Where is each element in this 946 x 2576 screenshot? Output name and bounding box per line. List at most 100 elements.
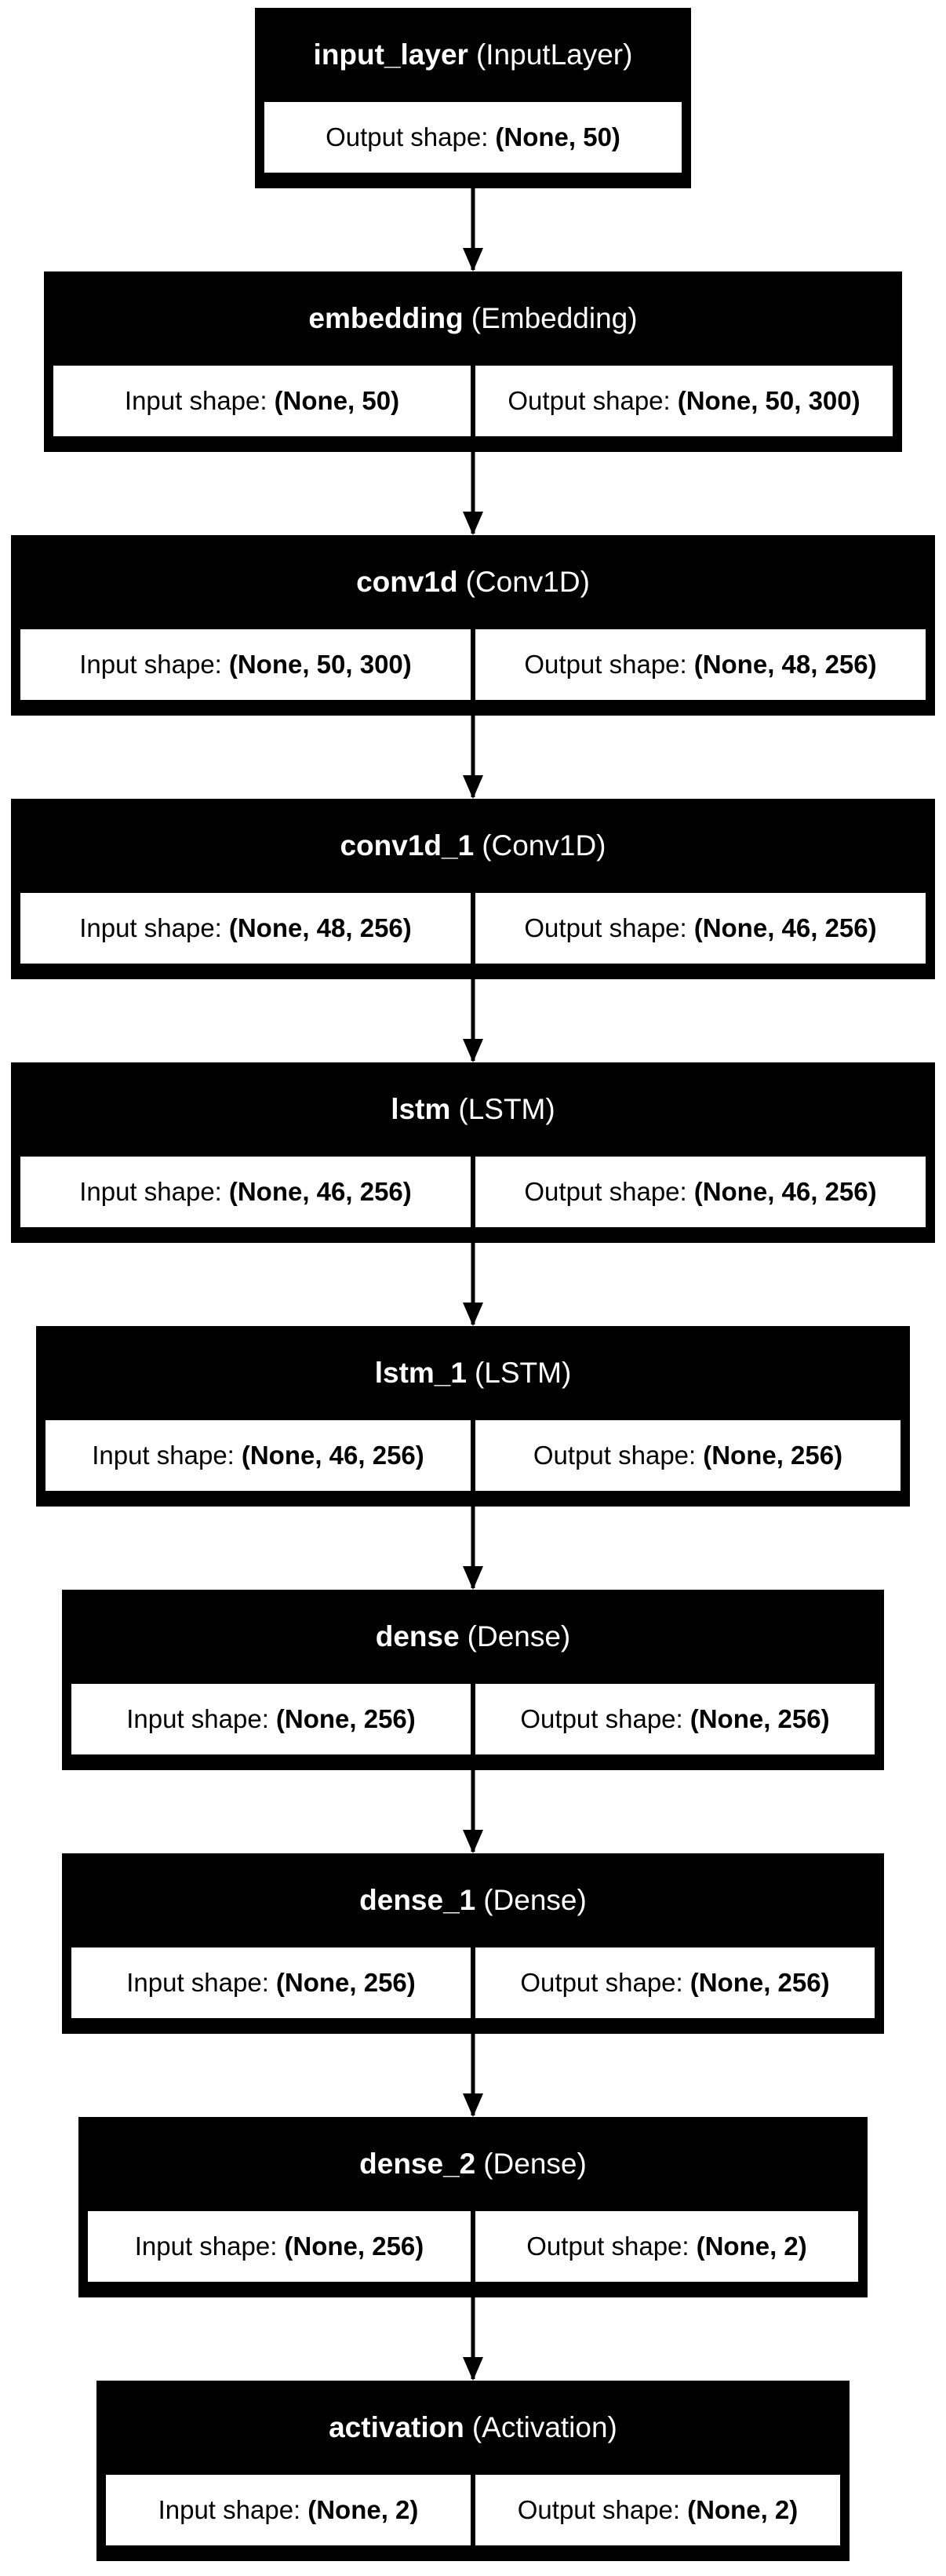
layer-header: lstm (LSTM) [16,1067,930,1152]
output-shape-label: Output shape: [524,650,687,679]
output-shape-value: (None, 50, 300) [677,386,860,415]
layer-name: conv1d_1 [340,829,475,862]
input-shape-cell: Input shape: (None, 46, 256) [20,1157,471,1227]
layer-type: (Conv1D) [482,829,606,862]
layer-shapes: Input shape: (None, 256) Output shape: (Non… [83,2206,863,2286]
output-shape-cell: Output shape: (None, 50, 300) [475,366,893,436]
layer-header: conv1d_1 (Conv1D) [16,803,930,888]
input-shape-cell: Input shape: (None, 50, 300) [20,629,471,700]
input-shape-value: (None, 46, 256) [228,1177,412,1206]
layer-name: lstm_1 [374,1357,467,1389]
arrowhead-icon [463,248,483,271]
layer-header: dense_2 (Dense) [83,2122,863,2206]
layer-shapes: Input shape: (None, 256) Output shape: (Non… [67,1679,879,1759]
layer-type: (Dense) [483,2148,587,2180]
output-shape-label: Output shape: [524,1177,687,1206]
layer-node-conv1d_1: conv1d_1 (Conv1D) Input shape: (None, 48, 2… [11,799,935,979]
arrowhead-icon [463,512,483,535]
output-shape-cell: Output shape: (None, 2) [475,2475,840,2545]
layer-node-dense: dense (Dense) Input shape: (None, 256) Outpu… [62,1590,884,1770]
input-shape-label: Input shape: [79,1177,222,1206]
output-shape-label: Output shape: [533,1441,697,1470]
arrowhead-icon [463,2093,483,2117]
layer-name: dense [375,1620,460,1652]
arrowhead-icon [463,1039,483,1062]
layer-header: activation (Activation) [101,2385,845,2470]
output-shape-value: (None, 46, 256) [693,913,877,942]
output-shape-cell: Output shape: (None, 46, 256) [475,1157,926,1227]
arrowhead-icon [463,2357,483,2381]
arrowhead-icon [463,1303,483,1326]
input-shape-label: Input shape: [126,1704,269,1733]
output-shape-cell: Output shape: (None, 50) [264,102,682,173]
layer-node-activation: activation (Activation) Input shape: (None,… [96,2381,850,2561]
input-shape-value: (None, 48, 256) [228,913,412,942]
layer-header: dense_1 (Dense) [67,1858,879,1943]
output-shape-label: Output shape: [526,2232,689,2261]
output-shape-value: (None, 256) [689,1968,830,1997]
layer-shapes: Input shape: (None, 46, 256) Output shape:… [16,1152,930,1232]
layer-node-input_layer: input_layer (InputLayer) Output shape: (Non… [255,8,691,188]
layer-node-conv1d: conv1d (Conv1D) Input shape: (None, 50, 300… [11,535,935,716]
input-shape-cell: Input shape: (None, 2) [106,2475,471,2545]
layer-shapes: Input shape: (None, 46, 256) Output shape:… [41,1416,905,1496]
output-shape-value: (None, 50) [495,122,620,151]
layer-type: (Conv1D) [465,566,590,598]
output-shape-label: Output shape: [326,122,489,151]
layer-node-dense_2: dense_2 (Dense) Input shape: (None, 256) Out… [78,2117,868,2297]
layer-type: (InputLayer) [475,38,633,71]
output-shape-value: (None, 48, 256) [693,650,877,679]
output-shape-label: Output shape: [517,2495,681,2524]
output-shape-value: (None, 256) [689,1704,830,1733]
input-shape-value: (None, 50, 300) [228,650,412,679]
layer-name: embedding [308,302,464,334]
output-shape-value: (None, 2) [687,2495,799,2524]
input-shape-value: (None, 2) [307,2495,419,2524]
layer-node-lstm_1: lstm_1 (LSTM) Input shape: (None, 46, 256) O… [36,1326,910,1507]
layer-name: input_layer [313,38,468,71]
input-shape-label: Input shape: [92,1441,235,1470]
input-shape-value: (None, 256) [275,1704,416,1733]
layer-shapes: Input shape: (None, 256) Output shape: (Non… [67,1943,879,2023]
input-shape-value: (None, 50) [274,386,400,415]
arrowhead-icon [463,775,483,799]
input-shape-label: Input shape: [126,1968,269,1997]
input-shape-value: (None, 256) [275,1968,416,1997]
layer-shapes: Input shape: (None, 2) Output shape: (None,… [101,2470,845,2550]
input-shape-label: Input shape: [134,2232,278,2261]
layer-name: conv1d [356,566,458,598]
output-shape-cell: Output shape: (None, 48, 256) [475,629,926,700]
output-shape-label: Output shape: [508,386,671,415]
layer-shapes: Input shape: (None, 50) Output shape: (None… [49,361,897,441]
layer-header: input_layer (InputLayer) [260,13,686,97]
output-shape-cell: Output shape: (None, 256) [475,1684,875,1754]
layer-type: (LSTM) [458,1093,555,1125]
input-shape-label: Input shape: [79,913,222,942]
input-shape-value: (None, 256) [284,2232,424,2261]
layer-type: (Dense) [483,1884,587,1916]
layer-type: (Embedding) [471,302,638,334]
arrowhead-icon [463,1830,483,1853]
layer-shapes: Input shape: (None, 50, 300) Output shape:… [16,625,930,705]
layer-header: dense (Dense) [67,1594,879,1679]
layer-header: conv1d (Conv1D) [16,540,930,625]
layer-name: lstm [391,1093,451,1125]
layer-node-lstm: lstm (LSTM) Input shape: (None, 46, 256) Out… [11,1062,935,1243]
output-shape-value: (None, 256) [703,1441,843,1470]
output-shape-cell: Output shape: (None, 46, 256) [475,893,926,964]
input-shape-cell: Input shape: (None, 256) [71,1947,471,2018]
input-shape-value: (None, 46, 256) [241,1441,424,1470]
layer-header: embedding (Embedding) [49,276,897,361]
input-shape-label: Input shape: [79,650,222,679]
output-shape-label: Output shape: [524,913,687,942]
input-shape-cell: Input shape: (None, 256) [88,2211,471,2282]
layer-node-dense_1: dense_1 (Dense) Input shape: (None, 256) Out… [62,1853,884,2034]
output-shape-cell: Output shape: (None, 256) [475,1947,875,2018]
input-shape-cell: Input shape: (None, 256) [71,1684,471,1754]
layer-header: lstm_1 (LSTM) [41,1331,905,1416]
arrowhead-icon [463,1566,483,1590]
input-shape-cell: Input shape: (None, 48, 256) [20,893,471,964]
layer-node-embedding: embedding (Embedding) Input shape: (None, 5… [44,271,902,452]
layer-type: (Dense) [467,1620,571,1652]
